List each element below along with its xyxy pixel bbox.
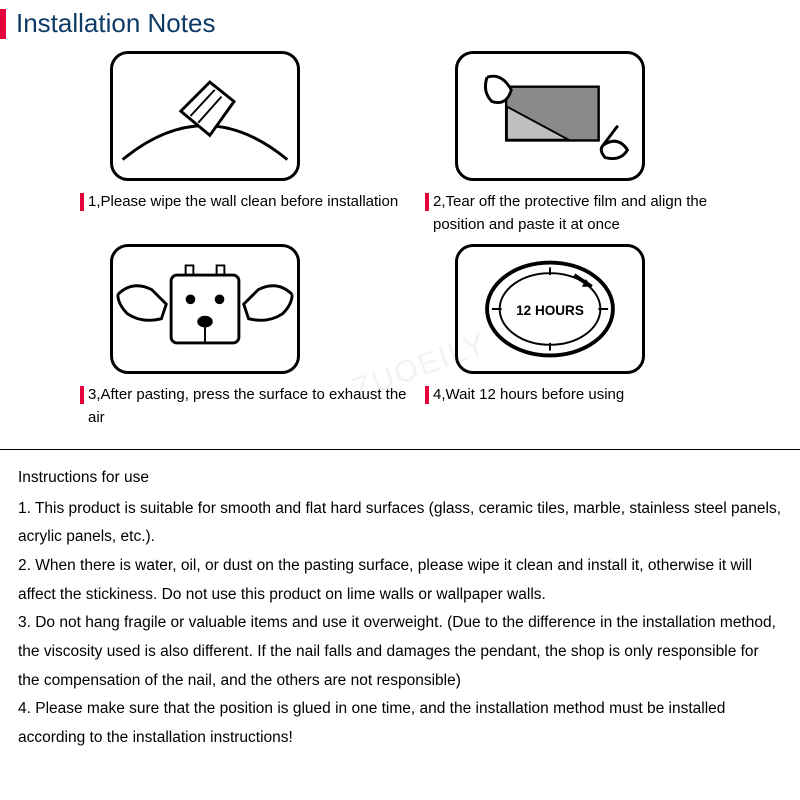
step-2-illustration — [455, 51, 645, 181]
step-1: 1,Please wipe the wall clean before inst… — [80, 51, 415, 236]
title-accent-bar — [0, 9, 6, 39]
press-surface-icon — [113, 244, 297, 374]
clock-12hours-icon: 12 HOURS — [458, 244, 642, 374]
instruction-item-2: 2. When there is water, oil, or dust on … — [18, 552, 782, 609]
title-bar: Installation Notes — [0, 0, 800, 51]
step-3: 3,After pasting, press the surface to ex… — [80, 244, 415, 429]
step-4-caption: 4,Wait 12 hours before using — [425, 384, 760, 407]
step-2-text: 2,Tear off the protective film and align… — [433, 191, 760, 236]
step-3-text: 3,After pasting, press the surface to ex… — [88, 384, 415, 429]
step-2-caption: 2,Tear off the protective film and align… — [425, 191, 760, 236]
accent-tick — [425, 386, 429, 404]
accent-tick — [425, 193, 429, 211]
clock-label-svg: 12 HOURS — [516, 303, 584, 318]
instruction-item-3: 3. Do not hang fragile or valuable items… — [18, 609, 782, 695]
step-4: 12 HOURS 4,Wait 12 hours before using — [425, 244, 760, 429]
installation-notes-section: Installation Notes 1,Please wipe the wal… — [0, 0, 800, 450]
accent-tick — [80, 193, 84, 211]
step-1-caption: 1,Please wipe the wall clean before inst… — [80, 191, 415, 214]
step-3-illustration — [110, 244, 300, 374]
step-3-caption: 3,After pasting, press the surface to ex… — [80, 384, 415, 429]
instructions-heading: Instructions for use — [18, 464, 782, 493]
peel-film-icon — [458, 51, 642, 181]
step-1-illustration — [110, 51, 300, 181]
step-4-text: 4,Wait 12 hours before using — [433, 384, 760, 407]
instruction-item-1: 1. This product is suitable for smooth a… — [18, 495, 782, 552]
step-2: 2,Tear off the protective film and align… — [425, 51, 760, 236]
step-4-illustration: 12 HOURS — [455, 244, 645, 374]
instruction-item-4: 4. Please make sure that the position is… — [18, 695, 782, 752]
instructions-section: Instructions for use 1. This product is … — [0, 450, 800, 767]
accent-tick — [80, 386, 84, 404]
page-title: Installation Notes — [16, 8, 215, 39]
step-1-text: 1,Please wipe the wall clean before inst… — [88, 191, 415, 214]
steps-grid: 1,Please wipe the wall clean before inst… — [0, 51, 800, 449]
wipe-wall-icon — [113, 51, 297, 181]
